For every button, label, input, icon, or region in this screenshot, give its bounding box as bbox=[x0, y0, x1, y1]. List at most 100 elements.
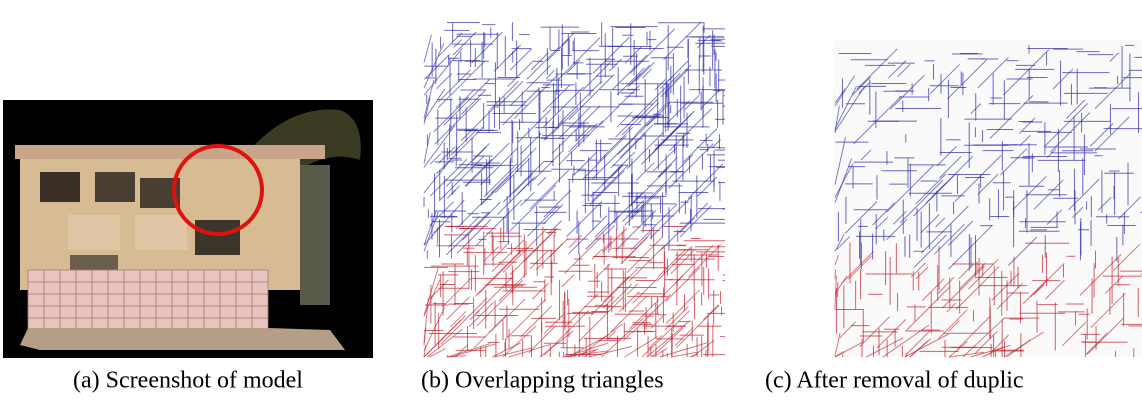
decoration bbox=[577, 323, 623, 358]
decoration bbox=[591, 164, 629, 202]
decoration bbox=[461, 90, 486, 115]
decoration bbox=[834, 75, 856, 107]
decoration bbox=[1097, 197, 1112, 211]
decoration bbox=[602, 276, 630, 303]
decoration bbox=[683, 128, 718, 163]
decoration bbox=[568, 234, 583, 248]
decoration bbox=[655, 110, 695, 150]
decoration bbox=[446, 355, 467, 358]
decoration bbox=[893, 210, 907, 225]
decoration bbox=[423, 79, 435, 119]
caption: (c) After removal of duplic bbox=[765, 368, 1024, 394]
decoration bbox=[537, 176, 547, 186]
decoration bbox=[1052, 68, 1074, 90]
decoration bbox=[635, 61, 655, 82]
decoration bbox=[679, 217, 695, 233]
decoration bbox=[834, 158, 853, 203]
decoration bbox=[423, 43, 445, 89]
decoration bbox=[834, 106, 840, 134]
decoration bbox=[423, 327, 427, 346]
decoration bbox=[844, 201, 878, 234]
decoration bbox=[875, 216, 889, 230]
decoration bbox=[897, 64, 911, 78]
decoration bbox=[562, 350, 608, 358]
decoration bbox=[605, 283, 633, 311]
decoration bbox=[848, 255, 872, 280]
decoration bbox=[915, 173, 947, 205]
caption: (a) Screenshot of model bbox=[73, 368, 303, 394]
decoration bbox=[502, 325, 537, 358]
decoration bbox=[631, 294, 672, 334]
decoration bbox=[439, 155, 485, 201]
decoration bbox=[624, 46, 642, 64]
decoration bbox=[649, 195, 693, 239]
decoration bbox=[474, 250, 522, 297]
decoration bbox=[513, 172, 534, 193]
decoration bbox=[423, 47, 463, 96]
decoration bbox=[1022, 278, 1049, 304]
panel-a-image bbox=[3, 100, 373, 358]
decoration bbox=[834, 275, 848, 295]
decoration bbox=[547, 220, 562, 235]
decoration bbox=[568, 122, 598, 153]
decoration bbox=[934, 223, 965, 255]
decoration bbox=[1019, 134, 1031, 147]
decoration bbox=[433, 96, 470, 133]
decoration bbox=[508, 344, 550, 358]
decoration bbox=[526, 46, 560, 80]
decoration bbox=[452, 31, 477, 56]
decoration bbox=[652, 147, 678, 172]
decoration bbox=[948, 224, 993, 270]
decoration bbox=[446, 189, 456, 199]
decoration bbox=[564, 236, 602, 274]
decoration bbox=[520, 191, 535, 207]
decoration bbox=[668, 143, 714, 189]
decoration bbox=[626, 236, 663, 273]
decoration bbox=[568, 215, 608, 255]
decoration bbox=[491, 342, 521, 358]
decoration bbox=[876, 319, 907, 349]
decoration bbox=[631, 72, 681, 122]
decoration bbox=[1094, 72, 1132, 110]
decoration bbox=[977, 173, 999, 195]
decoration bbox=[1089, 123, 1114, 147]
decoration bbox=[611, 165, 623, 178]
decoration bbox=[509, 298, 526, 315]
decoration bbox=[910, 262, 926, 278]
decoration bbox=[491, 244, 508, 261]
decoration bbox=[542, 84, 571, 113]
decoration bbox=[1079, 253, 1122, 296]
decoration bbox=[437, 69, 472, 103]
decoration bbox=[860, 149, 872, 161]
decoration bbox=[502, 228, 547, 273]
decoration bbox=[480, 176, 510, 206]
decoration bbox=[445, 211, 490, 256]
decoration bbox=[491, 239, 525, 273]
decoration bbox=[438, 146, 456, 164]
decoration bbox=[585, 214, 621, 250]
decoration bbox=[1000, 148, 1028, 176]
decoration bbox=[558, 107, 591, 140]
decoration bbox=[647, 334, 663, 350]
decoration bbox=[536, 242, 564, 270]
decoration bbox=[889, 74, 925, 110]
decoration bbox=[853, 96, 902, 145]
decoration bbox=[437, 32, 463, 57]
decoration bbox=[841, 250, 874, 284]
decoration bbox=[834, 255, 840, 266]
decoration bbox=[446, 296, 470, 320]
decoration bbox=[520, 305, 553, 338]
decoration bbox=[545, 69, 555, 79]
decoration bbox=[915, 266, 929, 280]
decoration bbox=[483, 163, 518, 198]
decoration bbox=[494, 347, 533, 358]
decoration bbox=[464, 158, 493, 187]
decoration bbox=[618, 291, 640, 313]
decoration bbox=[856, 48, 898, 90]
decoration bbox=[494, 158, 530, 194]
decoration bbox=[429, 158, 468, 197]
decoration bbox=[657, 156, 678, 178]
decoration bbox=[938, 309, 968, 339]
decoration bbox=[517, 109, 552, 143]
